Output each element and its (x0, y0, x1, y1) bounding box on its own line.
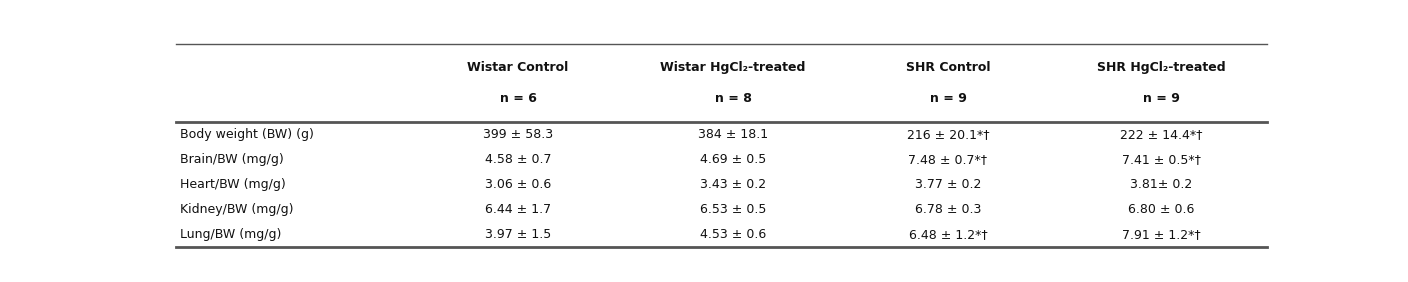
Text: n = 9: n = 9 (929, 92, 966, 105)
Text: n = 8: n = 8 (715, 92, 752, 105)
Text: 216 ± 20.1*†: 216 ± 20.1*† (907, 128, 990, 141)
Text: 6.80 ± 0.6: 6.80 ± 0.6 (1128, 203, 1194, 216)
Text: 7.48 ± 0.7*†: 7.48 ± 0.7*† (908, 153, 987, 166)
Text: 7.91 ± 1.2*†: 7.91 ± 1.2*† (1122, 228, 1201, 241)
Text: 222 ± 14.4*†: 222 ± 14.4*† (1121, 128, 1202, 141)
Text: 4.53 ± 0.6: 4.53 ± 0.6 (700, 228, 766, 241)
Text: 399 ± 58.3: 399 ± 58.3 (483, 128, 553, 141)
Text: 7.41 ± 0.5*†: 7.41 ± 0.5*† (1122, 153, 1201, 166)
Text: Wistar Control: Wistar Control (467, 61, 569, 74)
Text: 3.97 ± 1.5: 3.97 ± 1.5 (484, 228, 551, 241)
Text: SHR Control: SHR Control (905, 61, 990, 74)
Text: 4.58 ± 0.7: 4.58 ± 0.7 (484, 153, 552, 166)
Text: Wistar HgCl₂-treated: Wistar HgCl₂-treated (660, 61, 805, 74)
Text: 3.43 ± 0.2: 3.43 ± 0.2 (700, 178, 766, 191)
Text: Heart/BW (mg/g): Heart/BW (mg/g) (180, 178, 286, 191)
Text: 6.78 ± 0.3: 6.78 ± 0.3 (915, 203, 981, 216)
Text: 6.44 ± 1.7: 6.44 ± 1.7 (484, 203, 551, 216)
Text: n = 9: n = 9 (1143, 92, 1180, 105)
Text: 3.81± 0.2: 3.81± 0.2 (1131, 178, 1193, 191)
Text: 3.77 ± 0.2: 3.77 ± 0.2 (915, 178, 981, 191)
Text: 384 ± 18.1: 384 ± 18.1 (698, 128, 769, 141)
Text: Kidney/BW (mg/g): Kidney/BW (mg/g) (180, 203, 294, 216)
Text: SHR HgCl₂-treated: SHR HgCl₂-treated (1097, 61, 1226, 74)
Text: Lung/BW (mg/g): Lung/BW (mg/g) (180, 228, 282, 241)
Text: 3.06 ± 0.6: 3.06 ± 0.6 (484, 178, 551, 191)
Text: n = 6: n = 6 (500, 92, 536, 105)
Text: 6.48 ± 1.2*†: 6.48 ± 1.2*† (908, 228, 987, 241)
Text: 4.69 ± 0.5: 4.69 ± 0.5 (700, 153, 766, 166)
Text: Body weight (BW) (g): Body weight (BW) (g) (180, 128, 314, 141)
Text: Brain/BW (mg/g): Brain/BW (mg/g) (180, 153, 284, 166)
Text: 6.53 ± 0.5: 6.53 ± 0.5 (700, 203, 766, 216)
